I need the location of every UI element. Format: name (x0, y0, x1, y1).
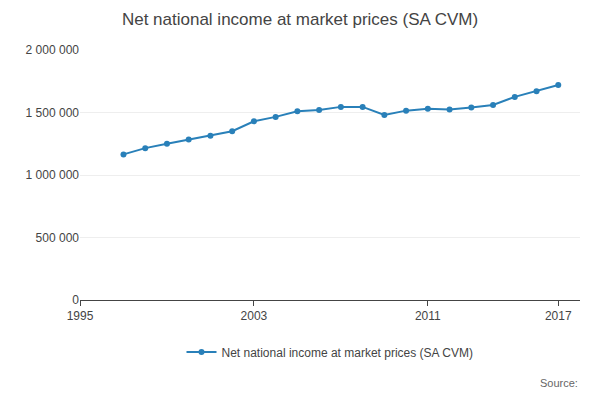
svg-text:0: 0 (72, 293, 79, 307)
svg-text:Source:: Source: (540, 377, 578, 389)
svg-text:500 000: 500 000 (36, 231, 80, 245)
svg-text:1 500 000: 1 500 000 (26, 106, 80, 120)
svg-text:Net national income at market: Net national income at market prices (SA… (222, 346, 473, 360)
svg-text:2003: 2003 (241, 309, 268, 323)
svg-text:1995: 1995 (67, 309, 94, 323)
svg-text:Net national income at market: Net national income at market prices (SA… (122, 10, 478, 29)
svg-text:2 000 000: 2 000 000 (26, 43, 80, 57)
svg-text:2011: 2011 (415, 309, 441, 323)
svg-text:2017: 2017 (545, 309, 572, 323)
svg-text:1 000 000: 1 000 000 (26, 168, 80, 182)
